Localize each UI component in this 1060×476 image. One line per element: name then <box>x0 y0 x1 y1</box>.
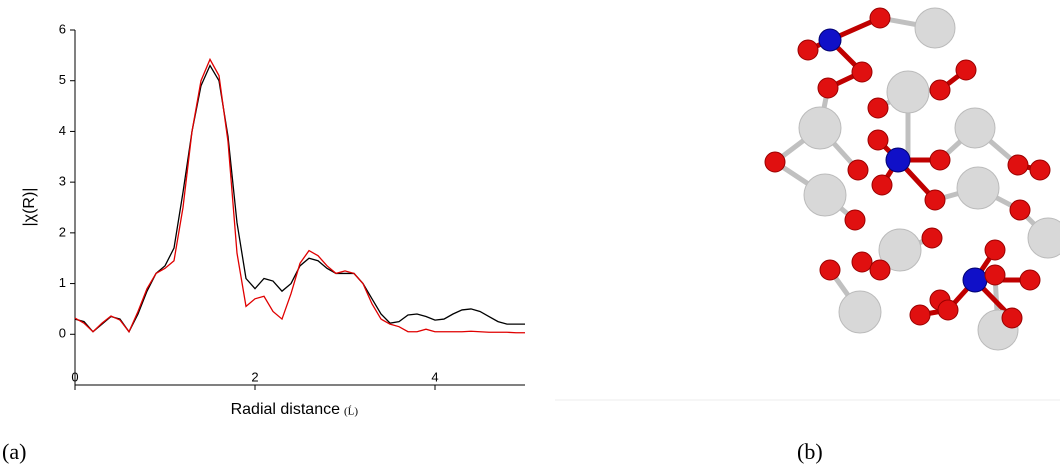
y-tick-label: 2 <box>59 224 66 239</box>
x-tick-label: 2 <box>251 369 258 384</box>
y-tick-label: 4 <box>59 123 66 138</box>
y-tick-label: 5 <box>59 72 66 87</box>
molecule <box>765 8 1060 350</box>
y-axis-label: |χ(R)| <box>21 188 38 227</box>
figure: (a) (b) <box>0 0 1060 471</box>
x-axis-unit: (Ĺ) <box>344 406 358 418</box>
data-line <box>75 66 525 332</box>
panel-label: (b) <box>797 439 823 464</box>
data-line <box>75 59 525 332</box>
x-tick-label: 4 <box>431 369 438 384</box>
y-tick-label: 6 <box>59 21 66 36</box>
y-tick-label: 0 <box>59 326 66 341</box>
panel-label: (a) <box>2 439 26 464</box>
y-tick-label: 3 <box>59 174 66 189</box>
x-axis-label: Radial distance <box>231 401 341 418</box>
y-tick-label: 1 <box>59 275 66 290</box>
x-tick-label: 0 <box>71 369 78 384</box>
